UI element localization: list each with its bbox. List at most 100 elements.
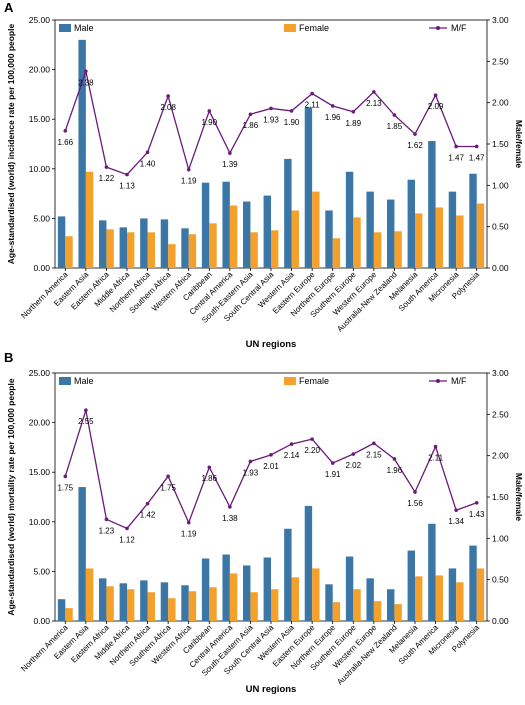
bar-male: [222, 181, 230, 268]
y2-tick-label: 1.50: [492, 492, 509, 502]
x-axis-label: UN regions: [246, 684, 297, 695]
ratio-data-label: 1.90: [201, 118, 217, 127]
ratio-point: [207, 109, 212, 113]
ratio-data-label: 1.75: [57, 483, 73, 492]
y2-tick-label: 0.00: [492, 263, 509, 273]
y-tick-label: 10.00: [29, 164, 51, 174]
bar-male: [181, 228, 189, 268]
ratio-point: [145, 150, 150, 155]
y2-tick-label: 1.00: [492, 180, 509, 190]
bar-male: [325, 210, 333, 268]
ratio-data-label: 1.90: [284, 118, 300, 127]
y-axis-label: Age-standardised (world) incidence rate …: [6, 24, 16, 265]
bar-female: [85, 171, 94, 268]
bar-female: [188, 234, 197, 268]
bar-female: [435, 575, 443, 621]
bar-male: [284, 528, 292, 621]
ratio-data-label: 1.62: [407, 141, 423, 150]
bar-female: [209, 587, 217, 621]
y2-axis-label: Male/female: [514, 120, 524, 168]
y-tick-label: 0.00: [33, 263, 50, 273]
ratio-data-label: 1.42: [140, 511, 156, 520]
y2-axis-label: Male/female: [514, 473, 524, 521]
bar-female: [85, 568, 94, 621]
ratio-data-label: 1.75: [160, 483, 176, 492]
ratio-point: [289, 109, 294, 113]
ratio-data-label: 1.89: [345, 119, 361, 128]
ratio-data-label: 1.93: [263, 115, 279, 124]
bar-male: [243, 565, 251, 621]
y2-tick-label: 2.00: [492, 98, 509, 108]
ratio-data-label: 1.47: [469, 153, 485, 162]
bar-female: [373, 601, 382, 621]
bar-male: [469, 173, 477, 268]
ratio-data-label: 1.19: [181, 530, 197, 539]
bar-female: [127, 232, 135, 268]
bar-female: [147, 592, 155, 621]
bar-female: [106, 586, 114, 621]
bar-male: [78, 39, 86, 269]
y2-tick-label: 3.00: [492, 15, 509, 25]
y-tick-label: 15.00: [29, 114, 51, 124]
bar-male: [304, 107, 313, 269]
ratio-data-label: 2.13: [366, 99, 382, 108]
bar-female: [229, 573, 238, 621]
bar-male: [201, 182, 210, 268]
ratio-point: [392, 457, 397, 461]
ratio-data-label: 1.43: [469, 510, 485, 519]
bar-male: [201, 558, 210, 621]
bar-male: [448, 568, 457, 621]
bar-female: [168, 598, 176, 621]
bar-male: [57, 599, 66, 621]
bar-male: [263, 557, 271, 621]
bar-male: [140, 218, 148, 268]
bar-female: [188, 591, 197, 621]
ratio-point: [125, 526, 129, 531]
legend-swatch-male: [59, 24, 71, 32]
legend-swatch-female: [283, 377, 296, 385]
ratio-point: [474, 144, 479, 149]
ratio-point: [269, 106, 273, 111]
bar-female: [456, 582, 464, 621]
bar-female: [353, 217, 361, 268]
y2-tick-label: 2.50: [492, 409, 509, 419]
bar-female: [271, 230, 279, 268]
ratio-point: [454, 144, 458, 149]
ratio-point: [207, 465, 212, 470]
legend-label-male: Male: [74, 376, 94, 386]
bar-female: [415, 213, 423, 268]
legend-label-ratio: M/F: [451, 23, 467, 33]
ratio-point: [166, 474, 170, 479]
ratio-data-label: 2.11: [305, 101, 321, 110]
y-tick-label: 5.00: [33, 566, 50, 576]
ratio-point: [84, 69, 88, 74]
ratio-point: [413, 132, 417, 136]
ratio-data-label: 1.85: [387, 122, 403, 131]
ratio-data-label: 1.13: [119, 182, 135, 191]
bar-male: [325, 584, 333, 621]
bar-female: [312, 191, 320, 268]
y-tick-label: 10.00: [29, 517, 51, 527]
y2-tick-label: 3.00: [492, 368, 509, 378]
bar-male: [387, 589, 395, 621]
y-tick-label: 0.00: [33, 616, 50, 626]
ratio-data-label: 1.86: [201, 474, 217, 483]
bar-male: [387, 199, 395, 268]
ratio-data-label: 1.12: [119, 535, 135, 544]
bar-male: [222, 554, 230, 621]
legend-swatch-female: [283, 24, 296, 32]
ratio-point: [454, 508, 458, 513]
ratio-data-label: 1.22: [99, 174, 115, 183]
bar-female: [332, 602, 341, 621]
ratio-data-label: 2.55: [78, 417, 94, 426]
bar-female: [271, 589, 279, 621]
bar-male: [345, 556, 354, 621]
bar-female: [229, 205, 238, 268]
bar-male: [160, 219, 169, 268]
panel-a: A 0.00 5.00 10.00 15.00 20.00 25.00 0.00 0.50 1.0…: [4, 0, 524, 350]
bar-male: [160, 582, 169, 621]
ratio-data-label: 1.91: [325, 470, 341, 479]
ratio-data-label: 2.01: [263, 462, 279, 471]
ratio-point: [474, 500, 479, 505]
